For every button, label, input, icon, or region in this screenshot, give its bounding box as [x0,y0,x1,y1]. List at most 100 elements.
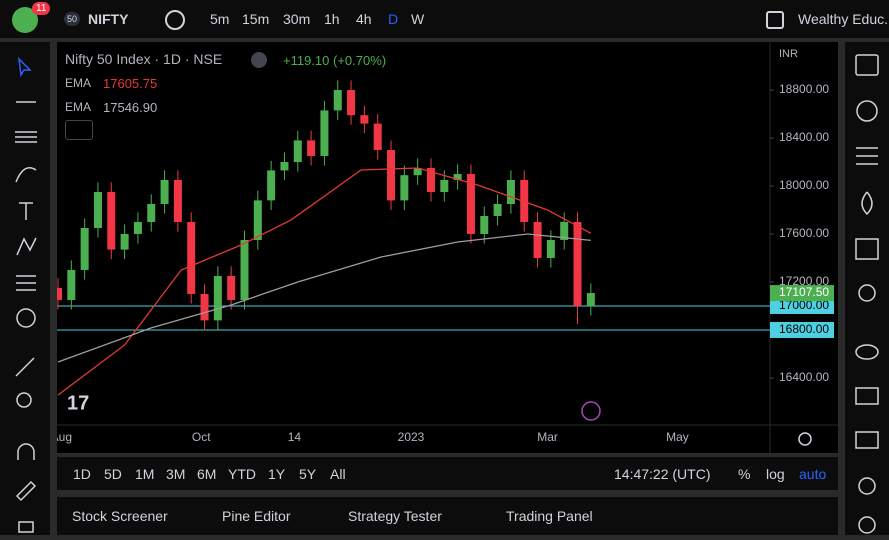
candle-body [493,203,502,216]
y-tick-label: 18800.00 [779,82,829,96]
help[interactable] [858,516,876,534]
tab[interactable]: Pine Editor [222,508,291,524]
candle-body [347,89,356,116]
last-price-bg [770,285,834,302]
pattern-tool[interactable] [16,237,37,256]
range-button[interactable]: All [330,466,346,482]
scale-option[interactable]: auto [799,466,827,482]
interval-button[interactable]: 1h [324,11,340,27]
range-button[interactable]: YTD [228,466,256,482]
candle-body [333,89,342,111]
candle-body [546,239,555,258]
watchlist[interactable] [855,54,879,76]
range-button[interactable]: 5Y [299,466,317,482]
candle-body [426,167,435,192]
badge: 11 [32,2,51,15]
measure-tool[interactable] [15,357,35,377]
candle-body [360,115,369,124]
y-tick-label: 18000.00 [779,178,829,192]
interval-button[interactable]: 30m [283,11,311,27]
ema-name: EMA [65,100,92,114]
level-label: 17000.00 [779,298,829,312]
tool-icons [15,56,37,533]
ema-name: EMA [65,76,92,90]
candle-body [293,140,302,162]
candle-body [67,269,76,300]
candle-body [466,173,475,234]
x-tick-label: 14 [288,430,302,444]
top-bar: 11 50 NIFTY 5m 15m 30m 1h 4h D W Wealthy Educ.… [0,0,889,38]
candle-body [80,227,89,270]
range-button[interactable]: 6M [197,466,217,482]
events-icon[interactable] [581,401,601,421]
range-button[interactable]: 3M [166,466,186,482]
x-tick-label: Oct [192,430,211,444]
currency[interactable]: INR [779,48,798,60]
legend-toggle[interactable] [251,52,267,68]
range-button[interactable]: 1M [135,466,155,482]
zoom-tool[interactable] [16,392,32,408]
forecast-tool[interactable] [16,275,36,291]
collapse-legend[interactable] [65,120,93,140]
add-symbol[interactable] [165,10,185,30]
magnet-tool[interactable] [17,443,35,460]
candle-body [240,239,249,300]
interval-button[interactable]: W [411,11,425,27]
candle-body [253,200,262,240]
candle-body [560,221,569,240]
interval-button[interactable]: D [388,11,399,27]
ema-value: 17546.90 [103,100,158,115]
range-bar: 1D 5D 1M 3M 6M YTD 1Y 5Y All 14:47:22 (UTC) % log… [57,457,838,490]
range-button[interactable]: 1D [73,466,91,482]
scale-option[interactable]: log [766,466,785,482]
candle-body [440,179,449,192]
emoji-tool[interactable] [16,308,36,328]
candle-body [133,221,142,234]
draw-mode[interactable] [15,480,37,502]
cursor-tool[interactable] [17,56,32,78]
candle-body [147,203,156,222]
chats[interactable] [855,387,879,405]
interval-button[interactable]: 5m [210,11,230,27]
tab[interactable]: Strategy Tester [348,508,442,524]
chart-pane: 17 16400.00 16800.00 17200.00 17600.00 18000… [57,42,838,453]
account[interactable]: Wealthy Educ... [798,11,889,27]
range-button[interactable]: 1Y [268,466,286,482]
legend-change: +119.10 (+0.70%) [283,53,387,68]
chart: 17 16400.00 16800.00 17200.00 17600.00 18000… [57,42,838,453]
candle-body [400,175,409,201]
range-button[interactable]: 5D [104,466,122,482]
y-tick-label: 16400.00 [779,370,829,384]
messages[interactable] [855,431,879,449]
y-tick-label: 18400.00 [779,130,829,144]
widget-icons [855,54,879,534]
symbol[interactable]: NIFTY [88,11,129,27]
alerts[interactable] [856,100,878,122]
brush-tool[interactable] [15,167,37,183]
lock-tool[interactable] [18,521,34,533]
data-window[interactable] [856,147,878,165]
interval-button[interactable]: 15m [242,11,270,27]
tab[interactable]: Trading Panel [506,508,593,524]
settings-icon[interactable] [798,432,812,446]
hotlist[interactable] [861,191,873,216]
broadcast[interactable] [858,477,876,495]
scale-option[interactable]: % [738,466,751,482]
ideas[interactable] [858,284,876,302]
candle-body [267,170,276,201]
layout-icon[interactable] [766,11,784,29]
fib-tool[interactable] [15,131,37,143]
right-toolbar [845,42,889,535]
tv-logo: 17 [67,392,89,414]
calendar[interactable] [855,238,879,260]
x-tick-label: May [666,430,689,444]
tab[interactable]: Stock Screener [72,508,168,524]
interval-button[interactable]: 4h [356,11,372,27]
candle-body [573,221,582,306]
streams[interactable] [855,344,879,360]
text-tool[interactable] [19,202,33,220]
candle-body [413,167,422,176]
candle-body [57,287,62,300]
y-tick-label: 17600.00 [779,226,829,240]
